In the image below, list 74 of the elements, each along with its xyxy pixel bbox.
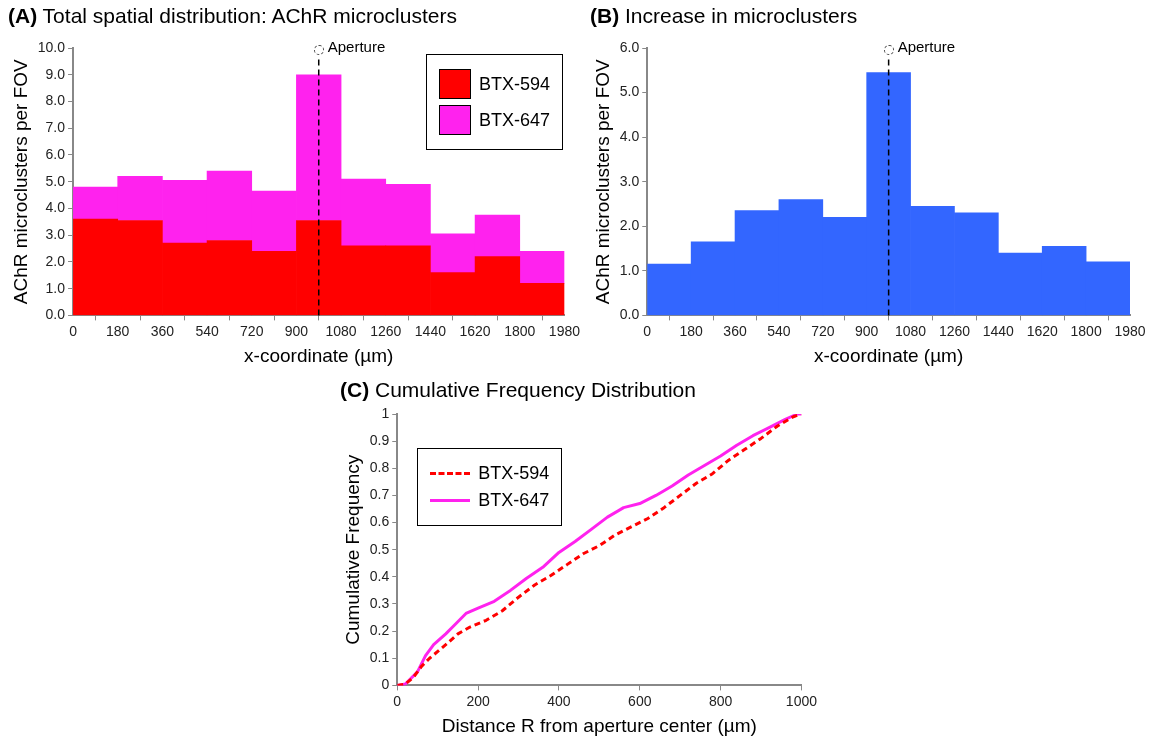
chart-title: (C) Cumulative Frequency Distribution	[340, 378, 696, 402]
y-tick-label: 3.0	[619, 172, 640, 189]
y-tick-label: 6.0	[619, 38, 640, 55]
y-axis-title: AChR microclusters per FOV	[9, 58, 31, 305]
y-tick-label: 5.0	[619, 83, 640, 100]
x-axis-title: x-coordinate (µm)	[814, 344, 964, 366]
y-tick-label: 0.5	[369, 540, 390, 557]
x-tick-label: 180	[679, 322, 704, 339]
ref-line-label: Aperture	[897, 38, 956, 56]
y-tick-label: 0.3	[369, 594, 390, 611]
x-tick-label: 540	[767, 322, 791, 339]
x-tick-label: 720	[240, 322, 264, 339]
y-tick-label: 0	[381, 676, 390, 693]
y-tick-label: 0.1	[369, 649, 390, 666]
y-tick-label: 0.4	[369, 567, 390, 584]
y-tick-label: 1.0	[619, 261, 640, 278]
y-tick-label: 0.2	[369, 621, 390, 638]
y-tick-label: 2.0	[619, 217, 640, 234]
y-tick-label: 5.0	[45, 172, 66, 189]
chart-title: (B) Increase in microclusters	[590, 4, 858, 28]
x-tick-label: 200	[466, 692, 490, 709]
x-tick-label: 0	[393, 692, 402, 709]
x-tick-label: 1800	[1070, 322, 1102, 339]
x-tick-label: 1260	[938, 322, 971, 339]
x-tick-label: 1080	[895, 322, 927, 339]
y-tick-label: 4.0	[619, 127, 640, 144]
x-tick-label: 360	[723, 322, 747, 339]
y-tick-label: 7.0	[45, 119, 66, 136]
x-tick-label: 1620	[459, 322, 491, 339]
x-tick-label: 1260	[370, 322, 402, 339]
y-axis-title: AChR microclusters per FOV	[591, 58, 613, 305]
x-tick-label: 720	[811, 322, 835, 339]
y-tick-label: 3.0	[45, 226, 66, 243]
x-tick-label: 180	[106, 322, 130, 339]
y-tick-label: 0.0	[45, 306, 66, 323]
y-tick-label: 9.0	[45, 65, 66, 82]
y-axis-title: Cumulative Frequency	[341, 454, 363, 645]
y-tick-label: 8.0	[45, 92, 66, 109]
x-tick-label: 800	[708, 692, 733, 709]
y-tick-label: 2.0	[45, 252, 66, 269]
y-tick-label: 4.0	[45, 199, 66, 216]
legend-label: BTX-647	[478, 490, 550, 511]
legend-label: BTX-594	[478, 463, 550, 484]
x-tick-label: 1000	[785, 692, 818, 709]
x-tick-label: 0	[643, 322, 652, 339]
x-tick-label: 400	[547, 692, 571, 709]
x-tick-label: 1980	[1114, 322, 1146, 339]
x-axis-title: Distance R from aperture center (µm)	[441, 714, 757, 736]
chart-title: (A) Total spatial distribution: AChR microclusters	[8, 4, 457, 28]
x-axis-title: x-coordinate (µm)	[244, 344, 394, 366]
x-tick-label: 1620	[1026, 322, 1059, 339]
x-tick-label: 900	[855, 322, 879, 339]
y-tick-label: 0.9	[369, 432, 390, 448]
x-tick-label: 0	[69, 322, 78, 339]
x-tick-label: 1440	[982, 322, 1015, 339]
y-tick-label: 1.0	[45, 279, 66, 296]
y-tick-label: 0.0	[619, 306, 640, 323]
legend-label: BTX-647	[478, 109, 550, 131]
x-tick-label: 1080	[325, 322, 357, 339]
legend-label: BTX-594	[478, 73, 550, 95]
y-tick-label: 1	[381, 404, 390, 421]
x-tick-label: 1980	[548, 322, 581, 339]
y-tick-label: 0.6	[369, 513, 390, 530]
x-tick-label: 1800	[504, 322, 536, 339]
x-tick-label: 540	[195, 322, 219, 339]
y-tick-label: 6.0	[45, 145, 66, 162]
y-tick-label: 10.0	[37, 38, 66, 55]
x-tick-label: 600	[628, 692, 652, 709]
x-tick-label: 1440	[414, 322, 447, 339]
x-tick-label: 900	[284, 322, 309, 339]
y-tick-label: 0.7	[369, 486, 390, 503]
x-tick-label: 360	[150, 322, 175, 339]
y-tick-label: 0.8	[369, 459, 390, 476]
ref-line-label: Aperture	[327, 38, 386, 56]
